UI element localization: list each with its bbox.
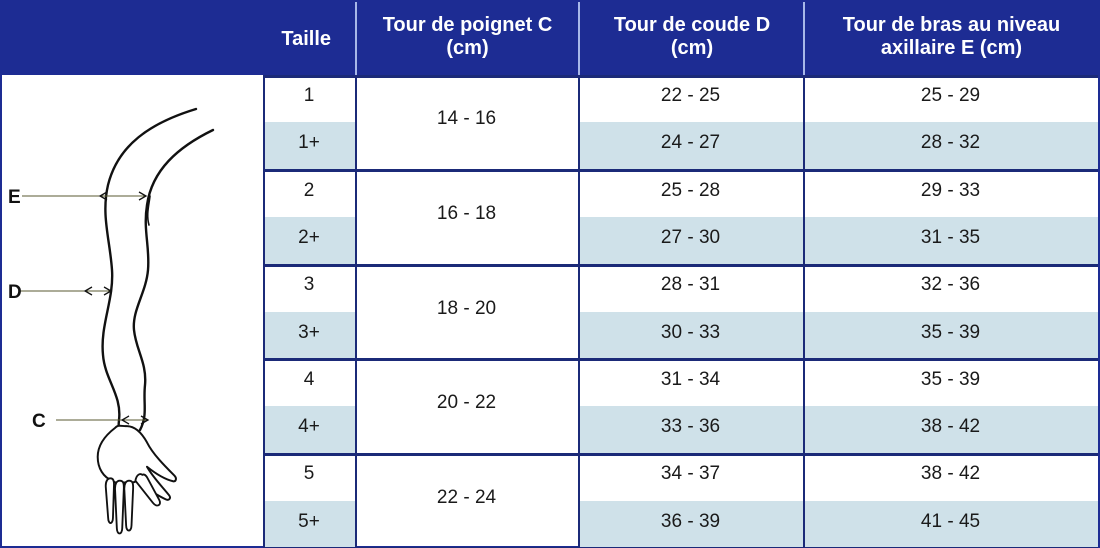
svg-text:E: E: [8, 187, 21, 208]
svg-text:C: C: [32, 411, 46, 432]
svg-text:D: D: [8, 282, 22, 303]
